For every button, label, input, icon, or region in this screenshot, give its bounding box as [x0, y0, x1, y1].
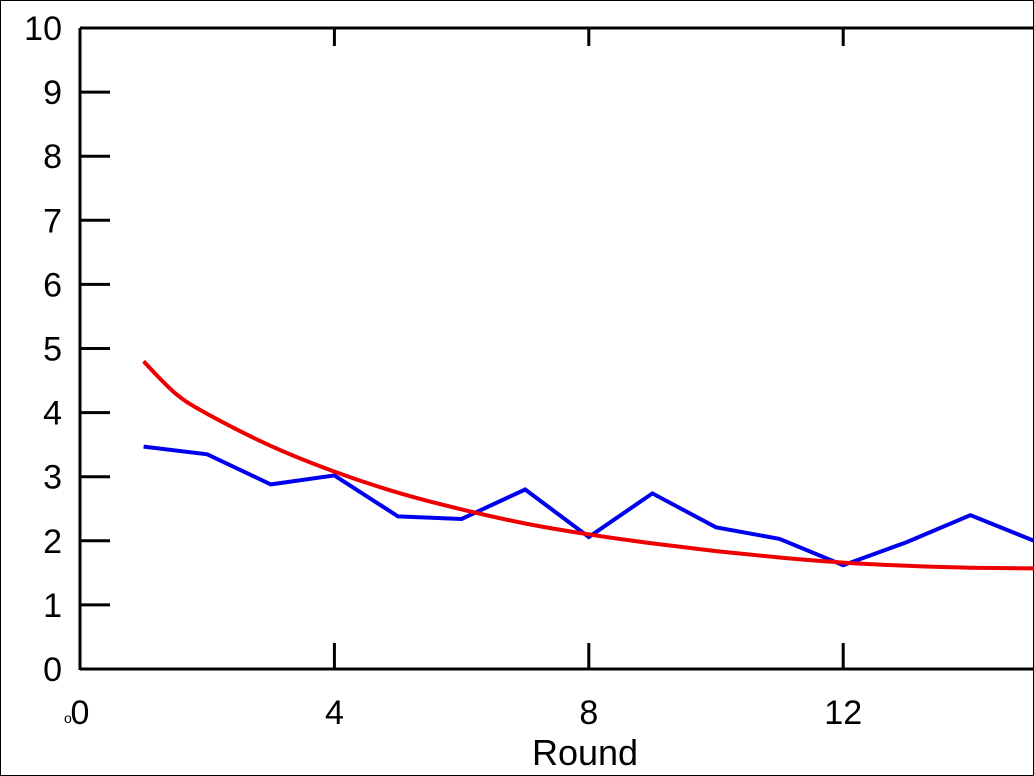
y-tick-label-8: 8 [43, 138, 62, 176]
y-tick-label-2: 2 [43, 523, 62, 561]
x-tick-label-0: 0 [71, 694, 90, 732]
y-tick-label-5: 5 [43, 331, 62, 369]
y-tick-label-6: 6 [43, 266, 62, 304]
y-tick-label-3: 3 [43, 459, 62, 497]
x-axis-title: Round [532, 732, 638, 773]
y-tick-label-10: 10 [24, 10, 62, 48]
y-tick-label-0: 0 [43, 651, 62, 689]
ticks [80, 26, 845, 671]
origin-minor-mark: o [64, 710, 72, 726]
y-tick-label-7: 7 [43, 202, 62, 240]
series-line-1 [142, 359, 1034, 571]
x-tick-label-8: 8 [579, 694, 598, 732]
x-tick-label-4: 4 [325, 694, 344, 732]
series [142, 359, 1034, 571]
y-tick-label-9: 9 [43, 74, 62, 112]
y-tick-label-4: 4 [43, 395, 62, 433]
axes [78, 26, 1034, 671]
x-tick-label-12: 12 [824, 694, 862, 732]
series-line-0 [143, 444, 1034, 568]
y-tick-label-1: 1 [43, 587, 62, 625]
